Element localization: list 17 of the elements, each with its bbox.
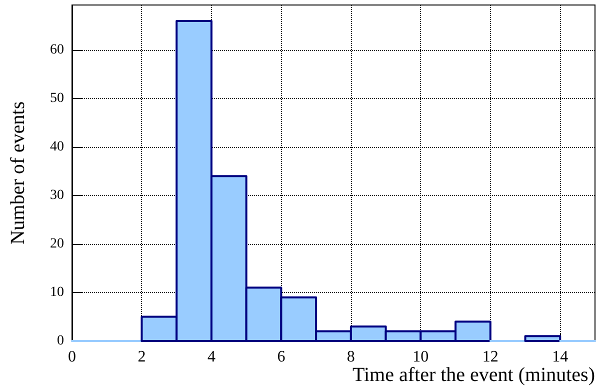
x-tick-label: 0	[68, 348, 76, 366]
x-tick-label: 14	[552, 348, 568, 366]
x-tick-label: 10	[412, 348, 429, 366]
y-tick-label: 0	[57, 334, 64, 348]
x-tick-label: 8	[346, 348, 355, 366]
y-tick-label: 10	[50, 285, 64, 300]
y-tick-label: 20	[50, 236, 64, 252]
x-axis-title: Time after the event (minutes)	[352, 364, 595, 386]
y-tick-label: 50	[50, 91, 64, 106]
y-tick-label: 40	[50, 140, 64, 155]
y-tick-label: 60	[50, 42, 64, 58]
x-tick-label: 2	[138, 348, 146, 366]
x-tick-label: 6	[277, 348, 286, 366]
y-axis-title: Number of events	[7, 101, 29, 245]
x-tick-label: 12	[482, 348, 498, 366]
y-tick-label: 30	[50, 188, 64, 204]
x-tick-label: 4	[207, 348, 216, 366]
